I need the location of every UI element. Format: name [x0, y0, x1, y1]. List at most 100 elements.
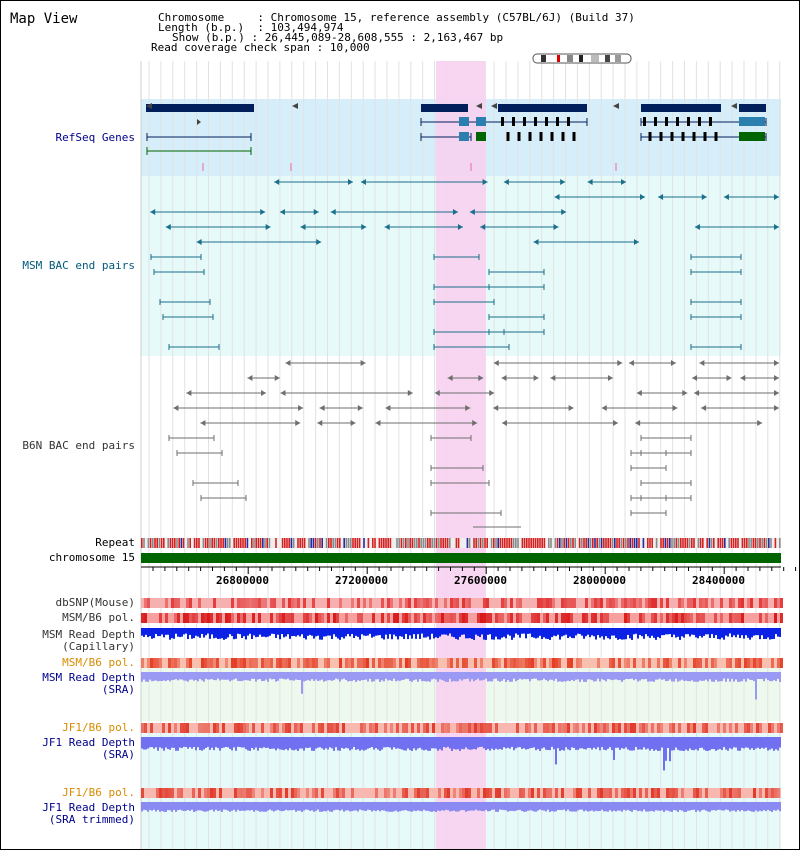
depth-bar	[387, 737, 389, 747]
depth-bar	[361, 802, 363, 811]
repeat-mark	[622, 538, 625, 548]
depth-bar	[233, 628, 235, 640]
depth-bar	[305, 628, 307, 640]
depth-bar	[143, 628, 145, 637]
heat-cell	[396, 613, 399, 623]
heat-cell	[447, 723, 450, 733]
repeat-mark	[746, 538, 748, 548]
depth-bar	[717, 672, 719, 682]
depth-bar	[643, 802, 645, 810]
depth-bar	[591, 802, 593, 811]
depth-bar	[175, 628, 177, 634]
depth-bar	[237, 802, 239, 810]
depth-bar	[645, 672, 647, 680]
depth-bar	[233, 802, 235, 810]
depth-bar	[195, 737, 197, 751]
depth-bar	[349, 737, 351, 751]
heat-cell	[630, 788, 633, 798]
depth-bar	[347, 737, 349, 749]
depth-bar	[297, 628, 299, 636]
depth-bar	[621, 802, 623, 812]
b6n-bac-end	[774, 375, 779, 381]
depth-bar	[377, 628, 379, 636]
heat-cell	[714, 658, 717, 668]
depth-bar	[469, 628, 471, 639]
heat-cell	[312, 598, 315, 608]
depth-bar	[349, 802, 351, 812]
depth-bar	[413, 802, 415, 811]
depth-bar	[551, 737, 553, 747]
heat-cell	[663, 658, 666, 668]
depth-bar	[345, 628, 347, 637]
depth-bar	[179, 737, 181, 748]
depth-bar	[203, 802, 205, 812]
heat-cell	[549, 788, 552, 798]
heat-cell	[603, 788, 606, 798]
depth-bar	[417, 672, 419, 682]
depth-bar	[189, 628, 191, 635]
msm-bac-end	[279, 209, 285, 215]
depth-bar	[173, 628, 175, 639]
depth-bar	[753, 802, 755, 812]
depth-bar	[353, 628, 355, 638]
heat-cell	[432, 723, 435, 733]
heat-cell	[387, 598, 390, 608]
msm-bac-end	[533, 239, 539, 245]
depth-bar	[145, 628, 147, 635]
depth-bar	[395, 802, 397, 811]
axis-tick-label: 26800000	[216, 574, 269, 587]
depth-bar	[379, 672, 381, 682]
depth-bar	[263, 802, 265, 812]
depth-bar	[247, 672, 249, 681]
depth-bar	[601, 802, 603, 810]
heat-cell	[363, 658, 366, 668]
depth-bar	[461, 802, 463, 811]
track-label-msm-depth-cap-1: MSM Read Depth	[42, 628, 135, 641]
heat-cell	[429, 613, 432, 623]
heat-cell	[558, 658, 561, 668]
repeat-mark	[156, 538, 158, 548]
heat-cell	[186, 658, 189, 668]
repeat-mark	[158, 538, 161, 548]
heat-cell	[189, 598, 192, 608]
depth-bar	[355, 672, 357, 682]
depth-bar	[649, 628, 651, 638]
repeat-mark	[655, 538, 658, 548]
depth-bar	[311, 802, 313, 811]
heat-cell	[252, 723, 255, 733]
depth-bar	[573, 802, 575, 812]
depth-bar	[309, 802, 311, 811]
heat-cell	[177, 788, 180, 798]
repeat-mark	[686, 538, 689, 548]
depth-bar	[323, 802, 325, 812]
depth-bar	[563, 628, 565, 636]
depth-bar	[389, 628, 391, 635]
heat-cell	[522, 788, 525, 798]
heat-cell	[177, 598, 180, 608]
heat-cell	[759, 598, 762, 608]
depth-bar	[765, 737, 767, 748]
heat-cell	[456, 658, 459, 668]
depth-bar	[467, 628, 469, 639]
depth-bar	[625, 802, 627, 811]
repeat-mark	[774, 538, 777, 548]
depth-bar	[621, 672, 623, 682]
depth-bar	[473, 672, 475, 682]
repeat-mark	[242, 538, 244, 548]
depth-bar	[455, 672, 457, 682]
depth-bar	[461, 737, 463, 749]
depth-bar	[659, 672, 661, 679]
depth-bar	[419, 737, 421, 748]
depth-bar	[729, 737, 731, 749]
depth-bar	[325, 628, 327, 637]
depth-bar	[737, 737, 739, 751]
repeat-mark	[554, 538, 557, 548]
depth-bar	[687, 802, 689, 811]
depth-bar	[403, 737, 405, 751]
depth-bar	[613, 802, 615, 811]
depth-bar	[481, 737, 483, 747]
heat-cell	[666, 788, 669, 798]
depth-bar	[767, 672, 769, 680]
depth-bar	[739, 737, 741, 751]
